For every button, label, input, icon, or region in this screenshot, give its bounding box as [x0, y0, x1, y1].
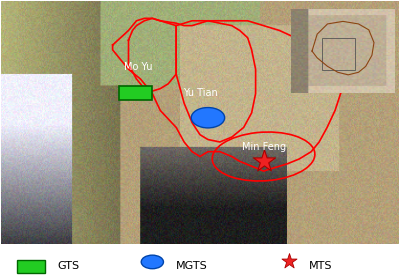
- Circle shape: [191, 107, 225, 128]
- Text: Min Feng: Min Feng: [242, 142, 286, 152]
- Point: [260, 159, 267, 164]
- Point: [286, 259, 292, 263]
- Text: MTS: MTS: [309, 261, 333, 271]
- Text: Mo Yu: Mo Yu: [124, 62, 153, 72]
- Text: MGTS: MGTS: [176, 261, 208, 271]
- Text: Yu Tian: Yu Tian: [183, 88, 217, 98]
- Bar: [17, 260, 45, 273]
- Bar: [118, 86, 152, 99]
- Circle shape: [141, 255, 164, 269]
- Text: GTS: GTS: [57, 261, 79, 271]
